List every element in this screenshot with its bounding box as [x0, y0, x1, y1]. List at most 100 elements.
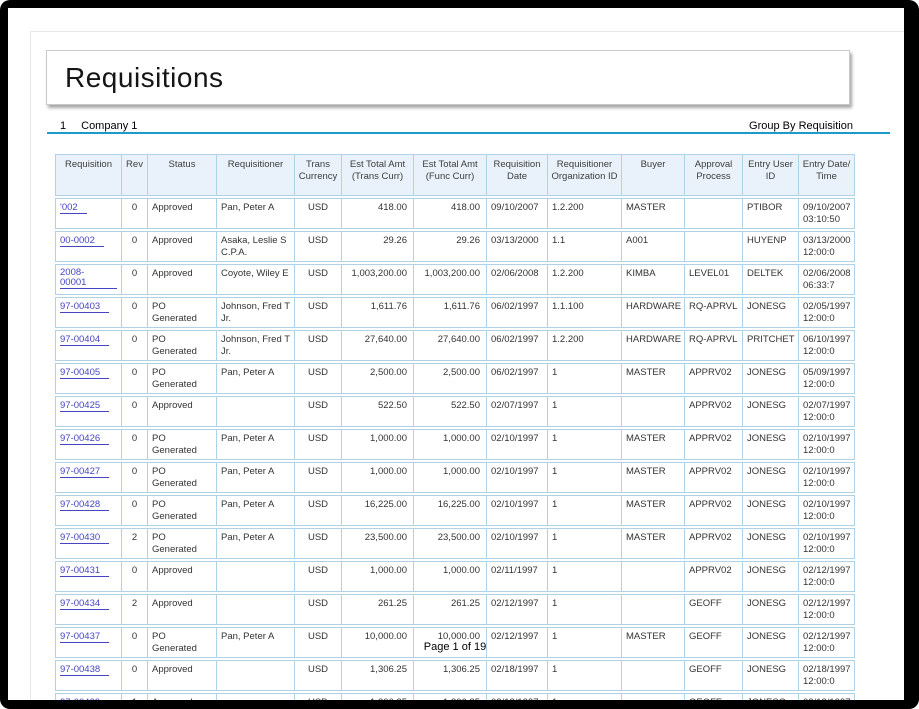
entry-date: 05/09/1997 — [803, 367, 851, 378]
cell-approval-process: APPRV02 — [685, 495, 743, 526]
cell-requisition: 97-00427 — [55, 462, 122, 493]
cell-entry-user-id: JONESG — [743, 528, 799, 559]
cell-approval-process: APPRV02 — [685, 363, 743, 394]
table-row: 97-00426 0 PO Generated Pan, Peter A USD… — [55, 429, 855, 460]
requisition-link[interactable]: 97-00403 — [60, 302, 110, 313]
cell-buyer — [622, 660, 685, 691]
entry-date: 02/18/1997 — [803, 664, 851, 675]
requisition-link[interactable]: 97-00431 — [60, 566, 110, 577]
cell-requisition: 97-00426 — [55, 429, 122, 460]
cell-requisitioner: Asaka, Leslie S C.P.A. — [217, 231, 295, 262]
requisition-link[interactable]: 97-00434 — [60, 599, 110, 610]
cell-buyer — [622, 396, 685, 427]
cell-trans-currency: USD — [295, 693, 342, 700]
entry-time: 12:00:0 — [803, 411, 835, 423]
cell-requisition: 97-00405 — [55, 363, 122, 394]
entry-time: 12:00:0 — [803, 345, 835, 357]
cell-status: Approved — [148, 561, 217, 592]
cell-entry-date-time: 02/05/1997 12:00:0 — [799, 297, 855, 328]
cell-requisition-date: 02/12/1997 — [487, 627, 548, 658]
cell-requisition: 97-00439 — [55, 693, 122, 700]
cell-entry-date-time: 09/10/2007 03:10:50 — [799, 198, 855, 229]
cell-entry-user-id: HUYENP — [743, 231, 799, 262]
cell-buyer: KIMBA — [622, 264, 685, 295]
cell-requisitioner: Pan, Peter A — [217, 462, 295, 493]
table-row: 97-00427 0 PO Generated Pan, Peter A USD… — [55, 462, 855, 493]
entry-time: 12:00:0 — [803, 378, 835, 390]
entry-time: 12:00:0 — [803, 312, 835, 324]
entry-date: 03/13/2000 — [803, 235, 851, 246]
requisition-link[interactable]: 97-00405 — [60, 368, 110, 379]
cell-requisition-date: 06/02/1997 — [487, 363, 548, 394]
cell-status: PO Generated — [148, 627, 217, 658]
entry-date: 02/10/1997 — [803, 433, 851, 444]
requisition-link[interactable]: 2008-00001 — [60, 268, 117, 289]
group-by-label: Group By Requisition — [749, 120, 853, 132]
cell-rev: 0 — [122, 264, 148, 295]
group-divider-rule — [47, 132, 890, 134]
cell-est-total-func: 16,225.00 — [414, 495, 487, 526]
cell-est-total-func: 418.00 — [414, 198, 487, 229]
cell-entry-user-id: JONESG — [743, 462, 799, 493]
requisition-link[interactable]: 97-00427 — [60, 467, 110, 478]
entry-time: 06:33:7 — [803, 279, 835, 291]
cell-buyer: MASTER — [622, 198, 685, 229]
cell-req-org-id: 1 — [548, 627, 622, 658]
cell-est-total-func: 1,611.76 — [414, 297, 487, 328]
cell-requisitioner: Johnson, Fred T Jr. — [217, 330, 295, 361]
cell-status: PO Generated — [148, 429, 217, 460]
cell-entry-user-id: JONESG — [743, 396, 799, 427]
cell-approval-process: APPRV02 — [685, 561, 743, 592]
cell-requisitioner: Coyote, Wiley E — [217, 264, 295, 295]
entry-time: 12:00:0 — [803, 510, 835, 522]
cell-rev: 0 — [122, 330, 148, 361]
cell-approval-process: GEOFF — [685, 693, 743, 700]
table-row: 97-00428 0 PO Generated Pan, Peter A USD… — [55, 495, 855, 526]
cell-approval-process: LEVEL01 — [685, 264, 743, 295]
group-name: Company 1 — [81, 120, 138, 132]
cell-buyer: MASTER — [622, 462, 685, 493]
requisition-link[interactable]: 97-00425 — [60, 401, 110, 412]
cell-entry-user-id: PRITCHET — [743, 330, 799, 361]
cell-entry-date-time: 02/07/1997 12:00:0 — [799, 396, 855, 427]
cell-req-org-id: 1 — [548, 429, 622, 460]
cell-req-org-id: 1 — [548, 561, 622, 592]
cell-req-org-id: 1 — [548, 594, 622, 625]
cell-req-org-id: 1 — [548, 363, 622, 394]
cell-entry-user-id: DELTEK — [743, 264, 799, 295]
entry-time: 12:00:0 — [803, 609, 835, 621]
requisition-link[interactable]: 00-0002 — [60, 236, 104, 247]
cell-rev: 0 — [122, 396, 148, 427]
cell-trans-currency: USD — [295, 363, 342, 394]
group-header-row: 1 Company 1 Group By Requisition — [60, 116, 853, 132]
cell-rev: 0 — [122, 495, 148, 526]
requisition-link[interactable]: 97-00426 — [60, 434, 110, 445]
requisition-link[interactable]: '002 — [60, 203, 87, 214]
cell-entry-user-id: JONESG — [743, 561, 799, 592]
cell-status: Approved — [148, 693, 217, 700]
entry-date: 02/12/1997 — [803, 631, 851, 642]
cell-rev: 1 — [122, 693, 148, 700]
cell-buyer — [622, 561, 685, 592]
cell-est-total-trans: 23,500.00 — [342, 528, 414, 559]
requisition-link[interactable]: 97-00430 — [60, 533, 110, 544]
cell-buyer: MASTER — [622, 627, 685, 658]
cell-requisitioner — [217, 396, 295, 427]
cell-approval-process: GEOFF — [685, 594, 743, 625]
entry-date: 02/06/2008 — [803, 268, 851, 279]
cell-buyer: HARDWARE — [622, 330, 685, 361]
requisition-link[interactable]: 97-00439 — [60, 698, 109, 701]
cell-requisition-date: 02/10/1997 — [487, 429, 548, 460]
cell-entry-user-id: PTIBOR — [743, 198, 799, 229]
requisition-link[interactable]: 97-00437 — [60, 632, 110, 643]
table-row: 97-00425 0 Approved USD 522.50 522.50 02… — [55, 396, 855, 427]
cell-entry-date-time: 03/13/2000 12:00:0 — [799, 231, 855, 262]
requisition-link[interactable]: 97-00438 — [60, 665, 110, 676]
page-edge-divider — [30, 31, 904, 700]
cell-est-total-func: 522.50 — [414, 396, 487, 427]
cell-est-total-func: 23,500.00 — [414, 528, 487, 559]
cell-requisition-date: 06/02/1997 — [487, 330, 548, 361]
requisition-link[interactable]: 97-00404 — [60, 335, 110, 346]
requisition-link[interactable]: 97-00428 — [60, 500, 110, 511]
cell-requisition: 97-00434 — [55, 594, 122, 625]
